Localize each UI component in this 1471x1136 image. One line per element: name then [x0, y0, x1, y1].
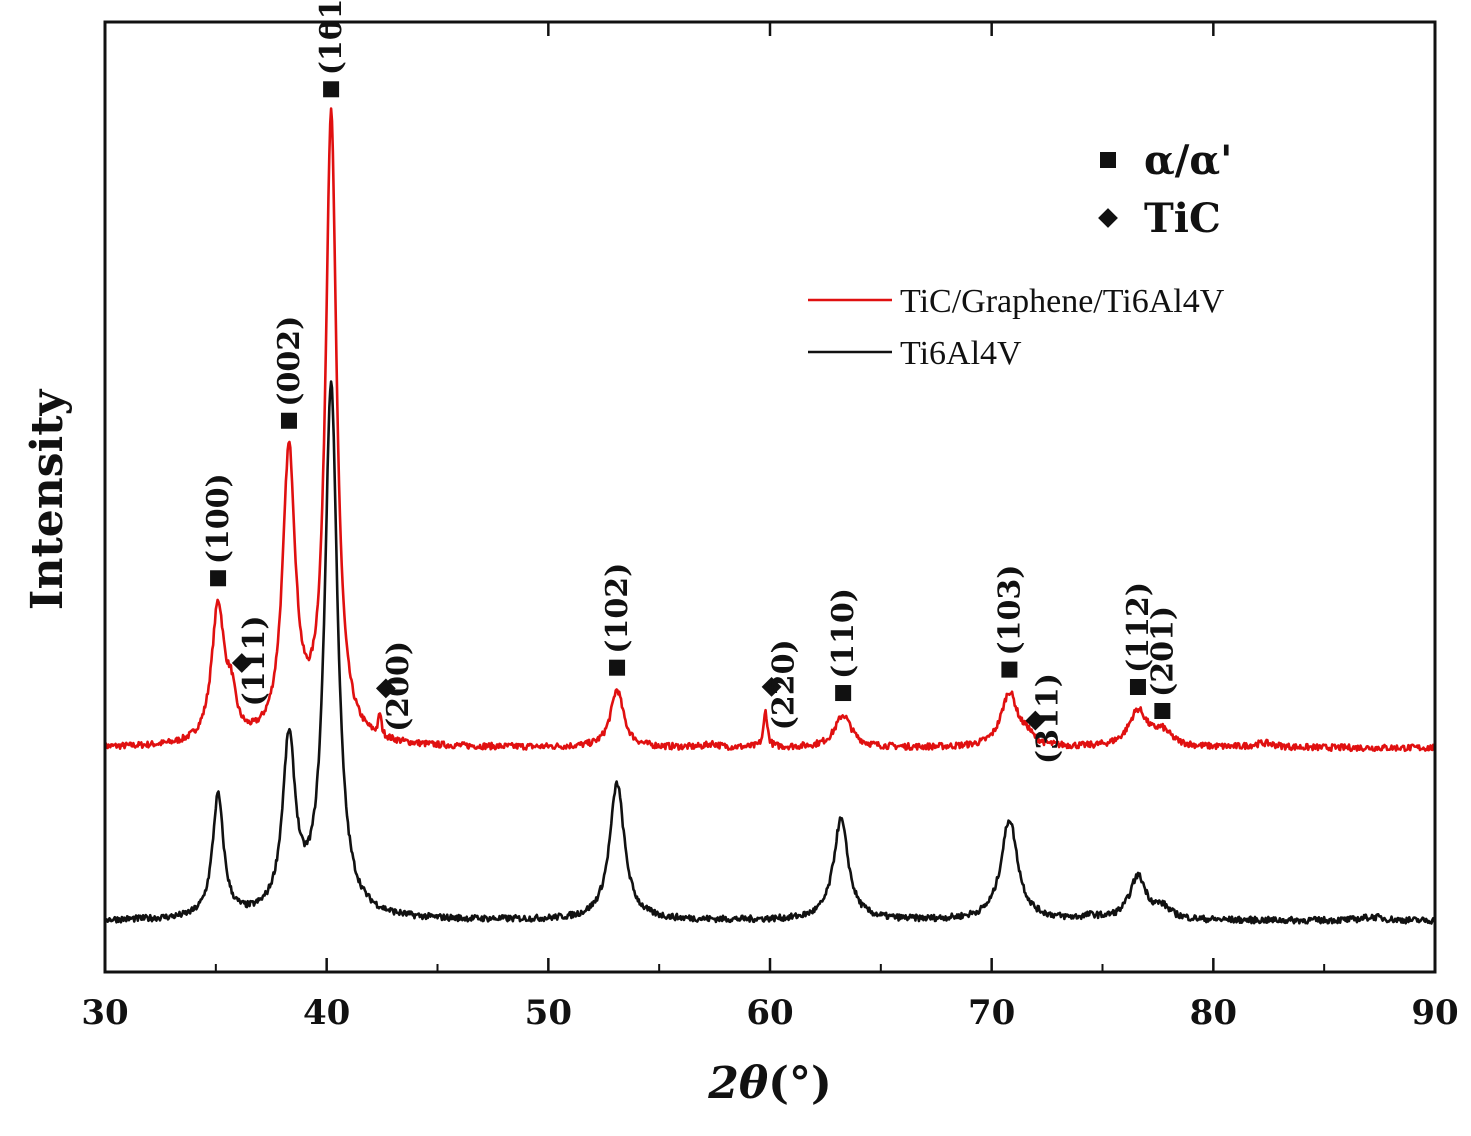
x-tick-label: 70: [968, 993, 1015, 1033]
legend-label: Ti6Al4V: [900, 335, 1022, 372]
alpha-phase-marker: [210, 570, 227, 587]
peak-label: (200): [381, 641, 416, 732]
peak-label: (103): [992, 565, 1027, 656]
alpha-phase-marker: [1154, 702, 1171, 719]
peak-label: (110): [826, 588, 861, 679]
peak-label: (220): [767, 639, 802, 730]
x-tick-label: 90: [1411, 993, 1458, 1033]
alpha-phase-marker: [280, 412, 297, 429]
alpha-phase-marker: [1001, 661, 1018, 678]
x-axis-title: 2θ(°): [707, 1058, 832, 1109]
alpha-phase-marker: [609, 659, 626, 676]
peak-label: (201): [1145, 606, 1180, 697]
x-tick-label: 60: [746, 993, 793, 1033]
x-axis-title-prefix: 2: [707, 1058, 739, 1109]
phase-legend-label: α/α': [1144, 137, 1232, 184]
peak-label: (111): [237, 615, 272, 706]
peak-label: (101): [314, 0, 349, 75]
x-axis: 30 40 50 60 70 80 90: [81, 22, 1459, 1033]
tic-phase-marker: [761, 676, 782, 697]
x-tick-label: 40: [303, 993, 350, 1033]
series-line-tic-graphene-ti6al4v: [103, 107, 1436, 753]
x-axis-title-theta: θ: [739, 1058, 769, 1109]
plot-frame: [103, 20, 1437, 974]
phase-legend-diamond-marker: [1098, 208, 1118, 228]
peak-label: (112): [1121, 582, 1156, 673]
x-axis-title-suffix: (°): [768, 1058, 832, 1109]
peak-label: (102): [600, 563, 635, 654]
alpha-phase-marker: [1129, 678, 1146, 695]
series-line-ti6al4v: [103, 380, 1437, 925]
peak-label: (002): [272, 316, 307, 407]
phase-legend-label: TiC: [1144, 195, 1221, 242]
legend: α/α' TiC TiC/Graphene/Ti6Al4V Ti6Al4V: [808, 137, 1232, 372]
x-tick-label: 50: [525, 993, 572, 1033]
peak-annotations: (100) (111) (002) (101) (200) (102) (220) (110)…: [201, 0, 1180, 764]
x-tick-label: 80: [1190, 993, 1237, 1033]
alpha-phase-marker: [835, 685, 852, 702]
series-layer: [103, 107, 1437, 925]
tic-phase-marker: [1025, 710, 1046, 731]
alpha-phase-marker: [323, 81, 340, 98]
tic-phase-marker: [375, 678, 396, 699]
x-tick-label: 30: [81, 993, 128, 1033]
peak-label: (311): [1030, 673, 1065, 764]
legend-label: TiC/Graphene/Ti6Al4V: [900, 283, 1225, 320]
peak-label: (100): [201, 473, 236, 564]
y-axis-title: Intensity: [22, 388, 73, 610]
phase-legend-square-marker: [1100, 152, 1116, 168]
